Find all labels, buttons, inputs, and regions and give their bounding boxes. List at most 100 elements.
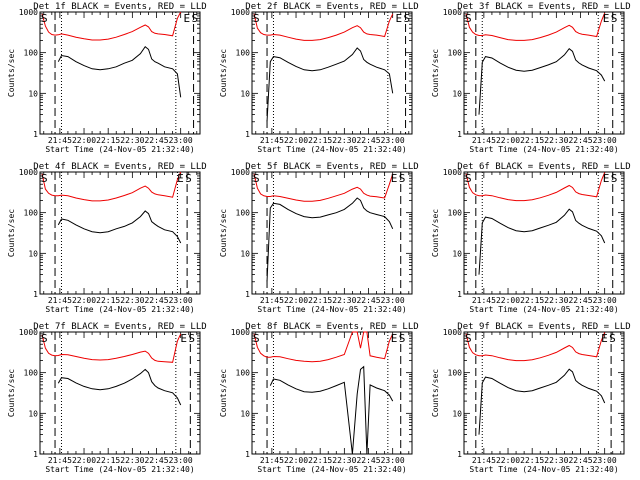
panel-det-8: Det 8f BLACK = Events, RED = LLD 1 10 100 10… <box>219 322 419 474</box>
x-tick-label: 22:15 <box>308 296 332 305</box>
y-axis-label: Counts/sec <box>219 49 228 97</box>
x-tick-label: 22:00 <box>284 136 308 145</box>
x-tick-label: 22:45 <box>144 296 168 305</box>
y-axis-label: Counts/sec <box>219 209 228 257</box>
start-marker: S <box>41 332 48 345</box>
y-tick-label: 10 <box>240 249 250 258</box>
x-tick-label: 22:45 <box>144 136 168 145</box>
y-tick-label: 10 <box>28 409 38 418</box>
series-line-events <box>57 210 182 244</box>
series-line-events <box>478 368 606 435</box>
plot-frame <box>251 171 413 295</box>
end-marker: E <box>177 172 184 185</box>
x-axis-label: Start Time (24-Nov-05 21:32:40) <box>469 145 618 154</box>
y-tick-label: 10 <box>28 89 38 98</box>
x-tick-label: 22:30 <box>120 456 144 465</box>
y-tick-label: 1000 <box>19 168 38 177</box>
end-marker: E <box>391 172 398 185</box>
x-tick-label: 22:00 <box>284 456 308 465</box>
y-axis-label: Counts/sec <box>7 209 16 257</box>
y-tick-label: 10 <box>452 409 462 418</box>
y-tick-label: 1000 <box>231 168 250 177</box>
y-tick-label: 1 <box>245 290 250 299</box>
end-marker: E <box>184 12 191 25</box>
x-tick-label: 22:15 <box>96 456 120 465</box>
start-marker: S <box>253 332 260 345</box>
x-tick-label: 22:00 <box>496 296 520 305</box>
series-line-lld <box>253 13 394 41</box>
y-tick-label: 1000 <box>19 8 38 17</box>
x-tick-label: 22:15 <box>308 136 332 145</box>
x-tick-label: 22:15 <box>520 296 544 305</box>
panel-title: Det 9f BLACK = Events, RED = LLD <box>457 322 630 332</box>
x-tick-label: 22:45 <box>568 136 592 145</box>
end-marker: E <box>603 172 610 185</box>
y-tick-label: 1000 <box>443 8 462 17</box>
x-tick-label: 22:15 <box>520 136 544 145</box>
y-axis-label: Counts/sec <box>7 369 16 417</box>
series-line-events <box>266 47 394 122</box>
x-tick-label: 22:30 <box>120 136 144 145</box>
panel-det-2: Det 2f BLACK = Events, RED = LLD 1 10 100 10… <box>219 2 419 154</box>
y-tick-label: 100 <box>448 209 463 218</box>
start-marker: S <box>41 12 48 25</box>
series-line-lld <box>465 12 606 41</box>
x-tick-label: 23:00 <box>593 296 617 305</box>
x-tick-label: 22:45 <box>356 296 380 305</box>
series-line-lld <box>253 331 394 363</box>
panel-det-3: Det 3f BLACK = Events, RED = LLD 1 10 100 10… <box>431 2 631 154</box>
x-tick-label: 22:30 <box>544 456 568 465</box>
y-tick-label: 1 <box>33 130 38 139</box>
panel-det-5: Det 5f BLACK = Events, RED = LLD 1 10 100 10… <box>219 162 419 314</box>
x-tick-label: 22:00 <box>284 296 308 305</box>
x-tick-label: 22:00 <box>72 456 96 465</box>
x-tick-label: 22:30 <box>332 296 356 305</box>
x-tick-label: 22:15 <box>520 456 544 465</box>
x-tick-label: 23:00 <box>381 296 405 305</box>
y-tick-label: 1000 <box>231 8 250 17</box>
y-axis-label: Counts/sec <box>431 369 440 417</box>
x-tick-label: 22:00 <box>496 456 520 465</box>
series-line-events <box>57 45 182 98</box>
start-marker: S <box>253 172 260 185</box>
plot-frame <box>39 11 201 135</box>
series-line-events <box>269 365 394 455</box>
series-line-lld <box>41 171 182 202</box>
y-tick-label: 10 <box>452 249 462 258</box>
x-axis-label: Start Time (24-Nov-05 21:32:40) <box>257 305 406 314</box>
x-tick-label: 23:00 <box>381 456 405 465</box>
panel-det-9: Det 9f BLACK = Events, RED = LLD 1 10 100 10… <box>431 322 631 474</box>
end-marker: E <box>603 12 610 25</box>
series-line-events <box>478 208 606 275</box>
panel-det-6: Det 6f BLACK = Events, RED = LLD 1 10 100 10… <box>431 162 631 314</box>
x-tick-label: 22:00 <box>72 136 96 145</box>
y-tick-label: 100 <box>448 369 463 378</box>
x-tick-label: 22:45 <box>356 136 380 145</box>
y-tick-label: 100 <box>236 369 251 378</box>
x-axis-label: Start Time (24-Nov-05 21:32:40) <box>469 465 618 474</box>
x-axis-label: Start Time (24-Nov-05 21:32:40) <box>469 305 618 314</box>
panel-title: Det 8f BLACK = Events, RED = LLD <box>245 322 418 332</box>
panel-title: Det 1f BLACK = Events, RED = LLD <box>33 2 206 12</box>
panel-title: Det 7f BLACK = Events, RED = LLD <box>33 322 206 332</box>
x-tick-label: 22:45 <box>568 456 592 465</box>
panel-det-1: Det 1f BLACK = Events, RED = LLD 1 10 100 10… <box>7 2 207 154</box>
y-axis-label: Counts/sec <box>431 209 440 257</box>
y-tick-label: 1 <box>457 130 462 139</box>
end-s-marker: S <box>404 12 411 25</box>
start-marker: S <box>465 172 472 185</box>
panel-title: Det 2f BLACK = Events, RED = LLD <box>245 2 418 12</box>
x-tick-label: 23:00 <box>593 456 617 465</box>
y-tick-label: 1000 <box>19 328 38 337</box>
y-tick-label: 100 <box>24 209 39 218</box>
y-axis-label: Counts/sec <box>219 369 228 417</box>
end-s-marker: S <box>399 332 406 345</box>
y-tick-label: 1 <box>33 450 38 459</box>
y-tick-label: 100 <box>236 209 251 218</box>
x-tick-label: 22:30 <box>544 136 568 145</box>
plot-frame <box>251 331 413 455</box>
x-tick-label: 23:00 <box>169 296 193 305</box>
x-tick-label: 22:00 <box>496 136 520 145</box>
plot-frame <box>39 171 201 295</box>
